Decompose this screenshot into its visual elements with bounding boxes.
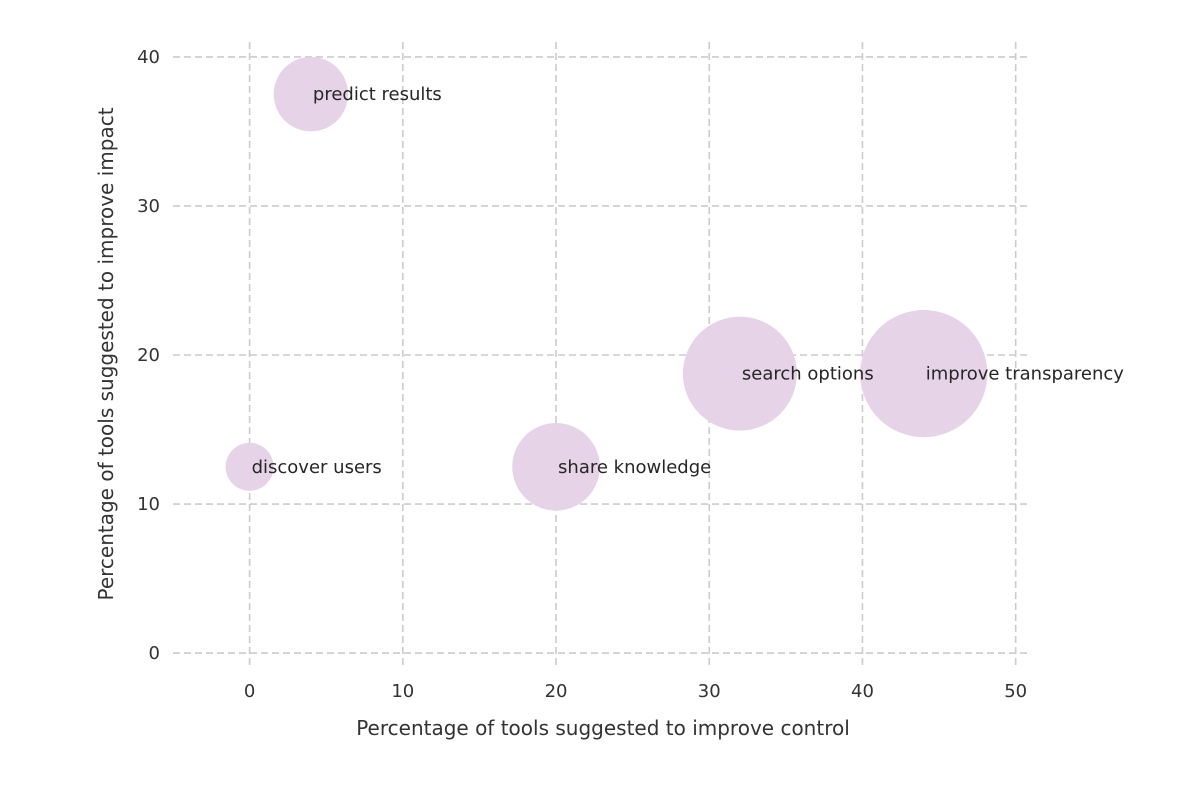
bubble-label: share knowledge [558, 457, 711, 478]
x-tick-label: 30 [698, 681, 721, 702]
bubble-improve-transparency [860, 310, 988, 438]
bubble-label: improve transparency [926, 364, 1125, 385]
y-tick-label: 20 [137, 345, 160, 366]
bubble-predict-results [273, 56, 349, 132]
x-tick-label: 0 [244, 681, 255, 702]
x-tick-label: 50 [1004, 681, 1027, 702]
bubble-label: discover users [252, 457, 382, 478]
y-tick-label: 10 [137, 494, 160, 515]
y-axis-label: Percentage of tools suggested to improve… [94, 107, 118, 600]
x-tick-label: 20 [545, 681, 568, 702]
y-tick-labels: 0 10 20 30 40 [137, 47, 160, 664]
x-tick-labels: 0 10 20 30 40 50 [244, 681, 1027, 702]
bubbles [225, 56, 988, 511]
bubble-share-knowledge [512, 422, 600, 511]
bubble-label: search options [742, 364, 874, 385]
x-tick-label: 40 [851, 681, 874, 702]
bubble-search-options [682, 316, 797, 431]
bubble-label: predict results [313, 84, 442, 105]
bubble-discover-users [225, 442, 274, 491]
point-labels: predict results improve transparency searc… [252, 84, 1125, 478]
y-tick-label: 30 [137, 196, 160, 217]
x-tick-label: 10 [391, 681, 414, 702]
y-tick-label: 40 [137, 47, 160, 68]
x-axis-label: Percentage of tools suggested to improve… [356, 716, 850, 740]
y-tick-label: 0 [149, 643, 160, 664]
